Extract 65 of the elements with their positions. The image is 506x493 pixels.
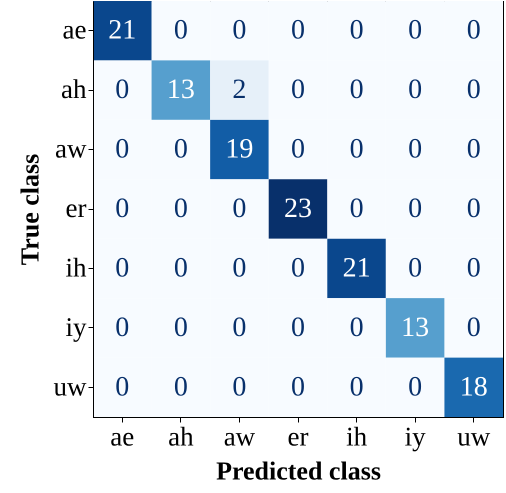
data-label: 0 — [466, 134, 481, 165]
data-label: 0 — [408, 371, 422, 402]
data-label: 0 — [115, 371, 130, 402]
data-label: 0 — [466, 252, 481, 284]
x-tick-label: er — [288, 422, 308, 452]
data-label: 0 — [350, 14, 364, 46]
data-label: 0 — [174, 252, 188, 284]
data-label: 23 — [284, 193, 312, 224]
data-label: 13 — [166, 74, 195, 106]
data-label: 0 — [232, 312, 246, 343]
x-tick-label: ah — [168, 422, 194, 452]
data-label: 0 — [408, 193, 422, 224]
data-label: 0 — [115, 252, 130, 284]
x-tick-label: ih — [346, 422, 368, 452]
data-label: 0 — [350, 312, 364, 343]
data-label: 0 — [232, 371, 246, 402]
data-label: 0 — [408, 134, 422, 165]
data-label: 0 — [174, 193, 188, 224]
data-label: 19 — [225, 134, 254, 165]
data-label: 0 — [291, 134, 305, 165]
data-label: 18 — [460, 371, 488, 402]
data-label: 0 — [350, 371, 364, 402]
y-axis-title: True class — [16, 154, 44, 266]
y-tick-label: aw — [55, 134, 87, 164]
data-label: 21 — [108, 14, 136, 46]
data-label: 0 — [174, 312, 188, 343]
data-label: 0 — [291, 312, 305, 343]
y-tick-label: ih — [65, 252, 87, 282]
data-label: 0 — [466, 312, 481, 343]
x-tick-label: aw — [224, 422, 256, 452]
data-label: 0 — [115, 312, 130, 343]
x-axis-title: Predicted class — [216, 456, 381, 486]
data-label: 0 — [115, 74, 130, 106]
x-tick-label: uw — [457, 422, 491, 452]
data-label: 0 — [408, 14, 422, 46]
data-label: 0 — [115, 134, 130, 165]
data-label: 0 — [174, 14, 188, 46]
data-label: 0 — [350, 193, 364, 224]
data-label: 0 — [232, 14, 246, 46]
data-label: 0 — [174, 371, 188, 402]
data-label: 0 — [408, 74, 422, 106]
data-label: 0 — [466, 193, 481, 224]
x-tick-label: ae — [110, 422, 134, 452]
data-label: 0 — [466, 14, 481, 46]
data-label: 13 — [401, 312, 430, 343]
x-tick-label: iy — [404, 422, 426, 452]
data-label: 0 — [232, 193, 246, 224]
data-label: 0 — [291, 74, 305, 106]
data-label: 2 — [232, 74, 246, 106]
data-label: 0 — [174, 134, 188, 165]
y-tick-label: ah — [61, 74, 87, 104]
data-label: 0 — [350, 134, 364, 165]
data-label: 0 — [408, 252, 422, 284]
data-label: 0 — [291, 14, 305, 46]
data-label: 0 — [466, 74, 481, 106]
y-tick-label: ae — [62, 14, 87, 45]
data-label: 0 — [291, 252, 305, 284]
y-tick-label: uw — [54, 371, 87, 402]
data-label: 0 — [115, 193, 130, 224]
data-label: 0 — [291, 371, 305, 402]
y-tick-label: iy — [65, 312, 87, 342]
data-label: 0 — [350, 74, 364, 106]
y-tick-label: er — [66, 193, 86, 223]
data-label: 0 — [232, 252, 246, 284]
data-label: 21 — [342, 252, 371, 284]
